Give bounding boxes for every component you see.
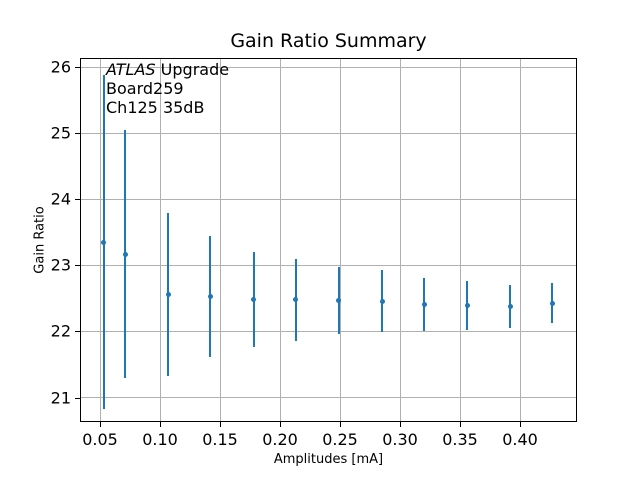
data-point-marker: [165, 292, 171, 297]
annotation-line-1-rest: Upgrade: [155, 60, 230, 79]
x-tick-label: 0.25: [322, 430, 358, 449]
y-gridline: [80, 330, 577, 332]
x-tick-mark: [160, 422, 162, 427]
x-tick-mark: [220, 422, 222, 427]
y-gridline: [80, 264, 577, 266]
y-tick-label: 25: [50, 123, 71, 143]
chart-title: Gain Ratio Summary: [230, 30, 427, 52]
y-tick-label: 23: [50, 255, 71, 275]
x-tick-label: 0.30: [382, 430, 418, 449]
x-tick-label: 0.15: [202, 430, 238, 449]
y-gridline: [80, 66, 577, 68]
data-point-marker: [207, 293, 213, 299]
x-gridline: [99, 58, 101, 422]
x-tick-mark: [280, 422, 282, 427]
x-gridline: [219, 58, 221, 422]
data-point-marker: [507, 303, 513, 309]
y-tick-mark: [75, 331, 80, 333]
y-tick-mark: [75, 397, 80, 399]
x-gridline: [519, 58, 521, 422]
plot-area: ATLAS Upgrade Board259 Ch125 35dB: [80, 58, 577, 422]
data-point-marker: [549, 300, 555, 306]
x-tick-mark: [340, 422, 342, 427]
x-gridline: [279, 58, 281, 422]
annotation-line-3: Ch125 35dB: [106, 98, 205, 117]
y-tick-mark: [75, 67, 80, 69]
y-tick-label: 21: [50, 388, 71, 408]
data-point-marker: [122, 251, 128, 257]
y-tick-label: 26: [50, 57, 71, 77]
data-point-marker: [101, 239, 107, 245]
data-point-marker: [293, 297, 299, 303]
x-tick-mark: [460, 422, 461, 427]
x-tick-mark: [100, 422, 102, 427]
x-gridline: [159, 58, 161, 422]
x-gridline: [459, 58, 461, 422]
y-gridline: [80, 132, 577, 134]
annotation-text: ATLAS Upgrade Board259 Ch125 35dB: [106, 60, 229, 117]
x-tick-mark: [520, 422, 521, 427]
y-tick-mark: [75, 199, 80, 201]
data-point-marker: [336, 297, 342, 303]
x-gridline: [399, 58, 401, 422]
x-tick-label: 0.20: [262, 430, 298, 449]
y-gridline: [80, 397, 577, 399]
x-tick-label: 0.35: [442, 430, 478, 449]
data-point-marker: [379, 298, 385, 304]
y-gridline: [80, 198, 577, 200]
y-tick-mark: [75, 133, 80, 135]
data-point-marker: [421, 301, 427, 307]
data-point-marker: [464, 303, 470, 309]
x-tick-label: 0.10: [142, 430, 178, 449]
x-tick-label: 0.05: [82, 430, 118, 449]
x-gridline: [339, 58, 341, 422]
data-point-marker: [251, 296, 257, 302]
annotation-experiment-name: ATLAS: [106, 60, 156, 79]
y-tick-label: 22: [50, 321, 71, 341]
x-axis-label: Amplitudes [mA]: [273, 452, 384, 467]
y-tick-mark: [75, 265, 80, 267]
annotation-line-2: Board259: [106, 79, 184, 98]
x-tick-mark: [400, 422, 401, 427]
y-tick-label: 24: [50, 189, 71, 209]
x-tick-label: 0.40: [502, 430, 538, 449]
annotation-line-1: ATLAS Upgrade: [106, 60, 229, 79]
